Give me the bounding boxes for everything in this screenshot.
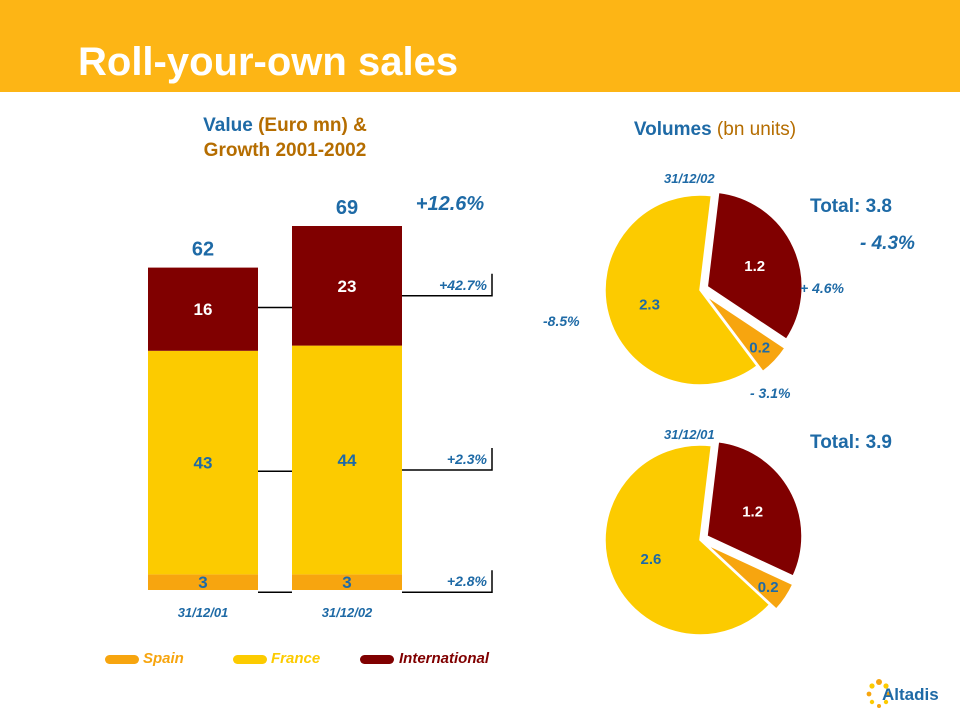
pie-growth-international: + 4.6% bbox=[800, 280, 844, 296]
bar-category-label: 31/12/02 bbox=[322, 605, 373, 620]
pie-growth-france: -8.5% bbox=[543, 313, 580, 329]
pie-slice-label: 1.2 bbox=[742, 504, 763, 521]
bar-spain-0 bbox=[148, 574, 258, 590]
bar-spain-1 bbox=[292, 574, 402, 590]
value-title-bold: Value bbox=[203, 115, 253, 136]
bar-segment-label: 43 bbox=[194, 454, 213, 473]
altadis-logo: Altadis bbox=[862, 674, 954, 714]
pie-slice-france-0 bbox=[604, 194, 759, 386]
legend-swatch-spain bbox=[105, 655, 139, 664]
pie-slice-label: 2.3 bbox=[639, 297, 660, 314]
bar-growth-label: +2.8% bbox=[447, 573, 488, 589]
pie-slice-label: 2.6 bbox=[641, 551, 662, 568]
volume-title-rest: (bn units) bbox=[711, 119, 797, 140]
volume-chart-title: Volumes (bn units) bbox=[580, 117, 850, 142]
bar-growth-label: +42.7% bbox=[439, 277, 487, 293]
pie-growth-spain: - 3.1% bbox=[750, 385, 791, 401]
bar-segment-label: 23 bbox=[338, 277, 357, 296]
value-title-line2: Growth 2001-2002 bbox=[203, 140, 367, 161]
pie-total-2001: Total: 3.9 bbox=[810, 432, 892, 453]
bar-segment-label: 3 bbox=[198, 573, 207, 592]
pie-slice-international-1 bbox=[706, 440, 803, 578]
pie-date-2001: 31/12/01 bbox=[664, 427, 715, 442]
pie-slice-spain-1 bbox=[706, 543, 794, 611]
growth-bracket bbox=[402, 570, 493, 593]
value-title-rest: (Euro mn) & bbox=[252, 115, 367, 136]
pie-total-2002: Total: 3.8 bbox=[810, 196, 892, 217]
legend-label-international: International bbox=[399, 650, 490, 667]
legend-swatch-france bbox=[233, 655, 267, 664]
bar-category-label: 31/12/01 bbox=[178, 605, 229, 620]
legend: Spain France International bbox=[105, 650, 535, 668]
bar-international-0 bbox=[148, 267, 258, 351]
logo-text: Altadis bbox=[882, 685, 939, 704]
growth-bracket bbox=[402, 448, 493, 471]
bar-total-label: 69 bbox=[336, 197, 358, 219]
bar-france-1 bbox=[292, 345, 402, 575]
value-chart-title: Value (Euro mn) & Growth 2001-2002 bbox=[160, 113, 410, 163]
bar-international-1 bbox=[292, 226, 402, 346]
pie-total-growth-2002: - 4.3% bbox=[860, 233, 915, 254]
bar-segment-label: 44 bbox=[338, 451, 357, 470]
pie-slice-label: 1.2 bbox=[744, 258, 765, 275]
bar-segment-label: 3 bbox=[342, 573, 351, 592]
pie-date-2002: 31/12/02 bbox=[664, 171, 715, 186]
header-bar bbox=[0, 0, 960, 92]
pie-slice-international-0 bbox=[706, 191, 804, 341]
pie-slice-label: 0.2 bbox=[758, 579, 779, 596]
legend-swatch-international bbox=[360, 655, 394, 664]
legend-label-france: France bbox=[271, 650, 321, 667]
logo-mark-icon bbox=[866, 679, 892, 708]
growth-bracket bbox=[402, 273, 493, 297]
pie-slice-france-1 bbox=[604, 444, 771, 636]
bar-france-0 bbox=[148, 350, 258, 575]
bar-total-growth: +12.6% bbox=[416, 193, 485, 215]
volume-title-bold: Volumes bbox=[633, 119, 712, 140]
bar-growth-label: +2.3% bbox=[447, 451, 488, 467]
pie-slice-spain-0 bbox=[705, 294, 786, 373]
bar-segment-label: 16 bbox=[194, 300, 213, 319]
pie-slice-label: 0.2 bbox=[749, 339, 770, 356]
page-title: Roll-your-own sales bbox=[78, 40, 459, 84]
legend-label-spain: Spain bbox=[143, 650, 184, 667]
bar-total-label: 62 bbox=[192, 239, 214, 261]
